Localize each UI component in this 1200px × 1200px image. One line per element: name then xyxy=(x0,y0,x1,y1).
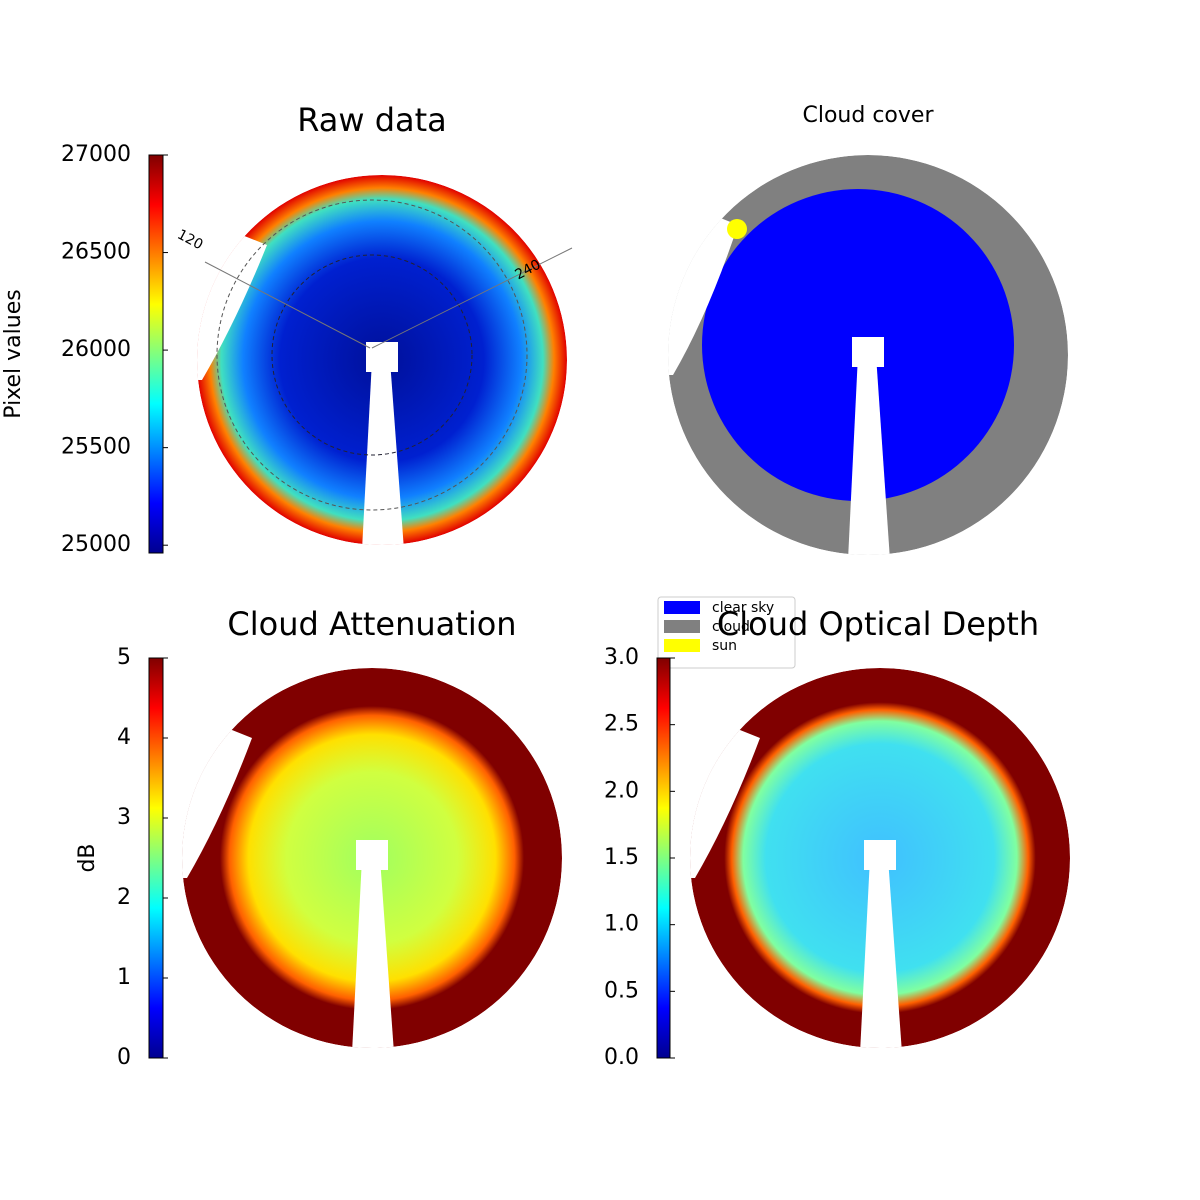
sky-image xyxy=(690,668,1070,1048)
colorbar-tick-label: 26000 xyxy=(61,337,131,362)
mast-top xyxy=(852,337,884,367)
legend-swatch xyxy=(664,639,700,652)
panel-title: Raw data xyxy=(297,101,447,139)
sky-image xyxy=(668,155,1068,555)
colorbar-tick-label: 27000 xyxy=(61,142,131,167)
sky-image xyxy=(197,175,567,545)
panel-title: Cloud Optical Depth xyxy=(717,605,1039,643)
azimuth-line xyxy=(204,261,371,349)
polar-ring xyxy=(216,199,528,511)
colorbar-tick-label: 26500 xyxy=(61,240,131,265)
mast-mask xyxy=(352,858,394,1048)
mast-top xyxy=(366,342,398,372)
colorbar-tick-label: 2 xyxy=(117,885,131,910)
colorbar xyxy=(148,657,164,1059)
colorbar-tick-label: 0.0 xyxy=(604,1045,639,1070)
sky-body xyxy=(668,155,1068,555)
mast-top xyxy=(864,840,896,870)
azimuth-line xyxy=(371,247,573,349)
panel-title: Cloud Attenuation xyxy=(227,605,516,643)
colorbar-tick-label: 3.0 xyxy=(604,645,639,670)
sky-body xyxy=(690,668,1070,1048)
legend-label: sun xyxy=(712,638,737,654)
colorbar-tick-label: 4 xyxy=(117,725,131,750)
colorbar-tick-label: 5 xyxy=(117,645,131,670)
colorbar-tick-label: 25500 xyxy=(61,435,131,460)
legend-label: clear sky xyxy=(712,600,774,616)
legend-swatch xyxy=(664,601,700,614)
polar-ring xyxy=(271,254,473,456)
mast-top xyxy=(356,840,388,870)
colorbar-tick-label: 1.5 xyxy=(604,845,639,870)
mast-mask xyxy=(848,355,890,555)
azimuth-label: 120 xyxy=(174,227,205,254)
colorbar-tick-label: 25000 xyxy=(61,532,131,557)
colorbar-tick-label: 0.5 xyxy=(604,978,639,1003)
sky-image xyxy=(182,668,562,1048)
sky-body xyxy=(197,175,567,545)
mast-mask xyxy=(860,858,902,1048)
colorbar-label: dB xyxy=(75,843,100,872)
colorbar-tick-label: 2.0 xyxy=(604,778,639,803)
legend-label: cloud xyxy=(712,619,750,635)
panel-title: Cloud cover xyxy=(803,103,935,128)
colorbar-tick-label: 3 xyxy=(117,805,131,830)
colorbar xyxy=(148,154,164,554)
colorbar-label: Pixel values xyxy=(1,289,26,418)
sun-marker xyxy=(727,219,747,239)
colorbar-tick-label: 2.5 xyxy=(604,712,639,737)
colorbar-tick-label: 0 xyxy=(117,1045,131,1070)
colorbar-tick-label: 1 xyxy=(117,965,131,990)
mast-mask xyxy=(362,360,404,545)
sky-body xyxy=(182,668,562,1048)
colorbar-tick-label: 1.0 xyxy=(604,912,639,937)
colorbar xyxy=(656,657,671,1059)
legend-swatch xyxy=(664,620,700,633)
